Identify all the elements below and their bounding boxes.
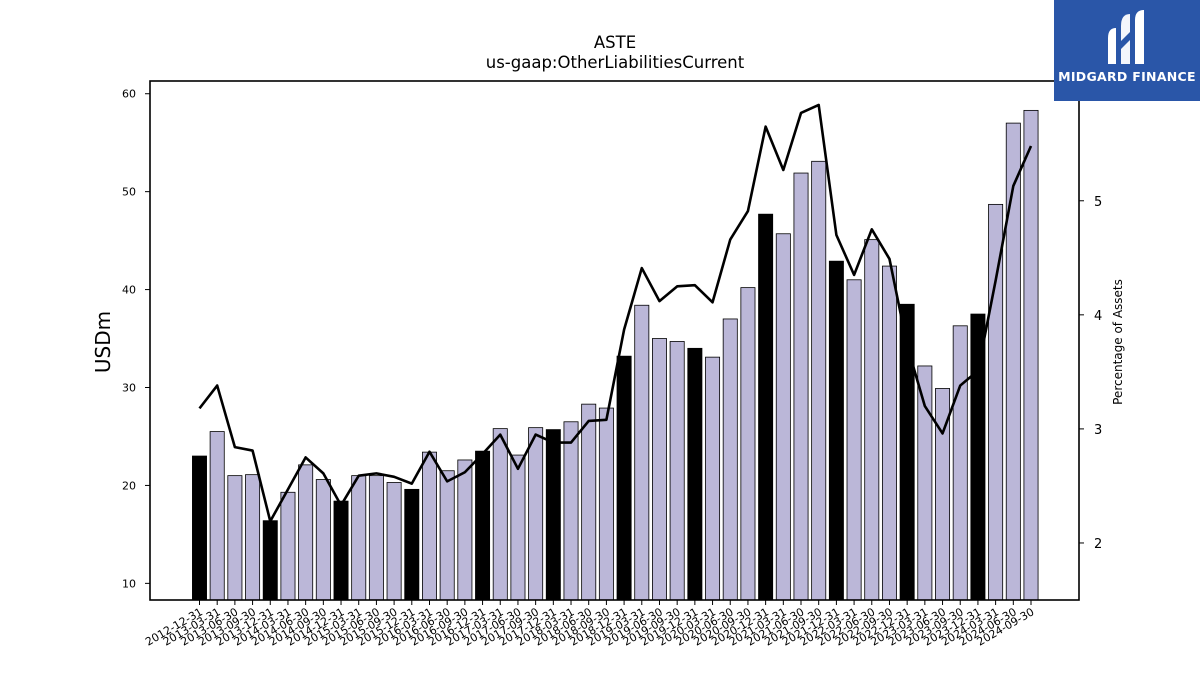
bar-2019-06-30 <box>652 338 667 601</box>
bar-2021-03-31 <box>775 233 791 601</box>
bar-2023-09-30 <box>952 325 968 601</box>
bar-2020-06-30 <box>722 318 738 601</box>
bar-2015-03-31 <box>351 475 367 601</box>
y-tick-label: 50 <box>122 186 136 199</box>
bar-2016-12-31 <box>475 450 491 601</box>
bar-2023-12-31 <box>970 313 986 601</box>
y2-tick-label: 5 <box>1094 195 1102 210</box>
bar-2014-06-30 <box>298 464 314 601</box>
bar-2016-09-30 <box>457 459 473 601</box>
bar-2012-12-31 <box>192 455 207 601</box>
bar-2018-03-31 <box>563 421 579 601</box>
bar-2018-12-31 <box>616 355 632 601</box>
bar-2022-09-30 <box>881 265 897 601</box>
y-tick-label: 20 <box>122 479 136 492</box>
bar-2021-12-31 <box>828 260 844 601</box>
percentage-of-assets-line <box>198 103 1033 523</box>
bar-2013-09-30 <box>245 474 261 601</box>
bar-2020-03-31 <box>705 356 721 601</box>
bar-2020-09-30 <box>740 287 756 601</box>
bar-2024-03-31 <box>988 203 1004 601</box>
y-axis-label-left: USDm <box>91 311 115 373</box>
bar-2017-06-30 <box>510 454 526 601</box>
bar-2014-03-31 <box>280 491 296 601</box>
bar-2024-06-30 <box>1005 122 1021 601</box>
bar-2023-03-31 <box>917 365 933 601</box>
bar-2015-06-30 <box>368 475 384 601</box>
bar-2022-03-31 <box>846 279 862 601</box>
chart-subtitle: us-gaap:OtherLiabilitiesCurrent <box>486 53 745 72</box>
bar-2024-09-30 <box>1023 109 1039 601</box>
left-y-axis: 10 20 30 40 50 60 <box>122 88 150 590</box>
bar-2019-09-30 <box>669 341 685 601</box>
y-tick-label: 60 <box>122 88 136 101</box>
bar-2015-12-31 <box>404 488 420 601</box>
bar-2018-06-30 <box>581 403 597 601</box>
bar-2020-12-31 <box>758 213 774 601</box>
x-axis: 2012-12-312013-03-312013-06-302013-09-30… <box>143 600 1037 649</box>
bar-2016-03-31 <box>422 451 437 601</box>
bar-2022-06-30 <box>864 239 880 601</box>
bar-2021-09-30 <box>811 160 827 601</box>
bar-2013-06-30 <box>227 475 243 601</box>
bar-2018-09-30 <box>598 407 614 601</box>
bar-2017-12-31 <box>545 429 561 601</box>
bar-2014-12-31 <box>333 500 349 601</box>
brand-name: MIDGARD FINANCE <box>1058 69 1196 84</box>
y-axis-label-right: Percentage of Assets <box>1111 279 1125 405</box>
bar-2017-09-30 <box>528 427 544 601</box>
bar-2015-09-30 <box>386 482 402 601</box>
chart-title: ASTE <box>594 33 636 52</box>
bar-2019-03-31 <box>634 304 650 601</box>
line-series <box>198 103 1033 523</box>
y2-tick-label: 3 <box>1094 423 1102 438</box>
bar-2014-09-30 <box>315 479 331 601</box>
bar-2016-06-30 <box>439 470 455 601</box>
bar-2013-12-31 <box>262 520 278 601</box>
y-tick-label: 30 <box>122 382 136 395</box>
bar-2013-03-31 <box>209 431 225 601</box>
plot-area-frame <box>149 80 1080 601</box>
y-tick-label: 10 <box>122 577 136 590</box>
bar-2017-03-31 <box>492 428 508 601</box>
right-y-axis: 2 3 4 5 <box>1079 195 1102 552</box>
brand-logo: MIDGARD FINANCE <box>1054 0 1200 101</box>
y-tick-label: 40 <box>122 284 136 297</box>
y2-tick-label: 4 <box>1094 309 1102 324</box>
brand-mark-icon <box>1108 10 1144 64</box>
bar-2021-06-30 <box>793 172 809 601</box>
bar-2019-12-31 <box>687 347 703 601</box>
y2-tick-label: 2 <box>1094 537 1102 552</box>
